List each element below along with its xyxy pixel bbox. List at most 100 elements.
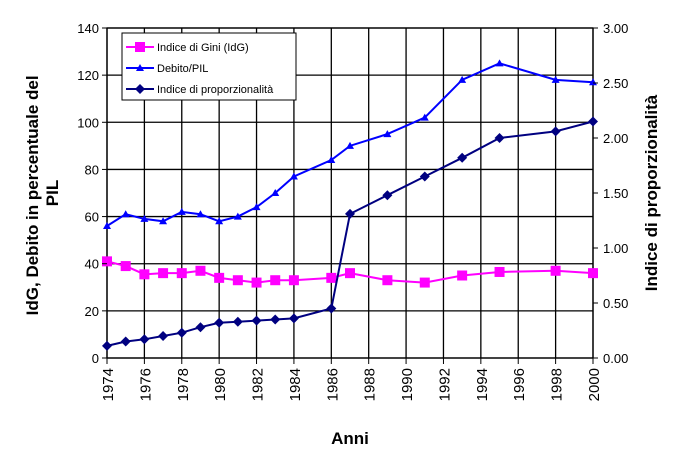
series-2 [102, 116, 598, 351]
legend-label: Debito/PIL [157, 63, 208, 75]
data-point [102, 340, 112, 351]
data-point [177, 207, 186, 215]
y-right-tick-label: 2.00 [603, 131, 628, 146]
legend-marker [135, 42, 145, 52]
x-tick-label: 1978 [175, 368, 192, 401]
data-point [120, 336, 131, 347]
x-tick-label: 1998 [549, 368, 566, 401]
data-point [176, 327, 187, 338]
y-axis-label: IdG, Debito in percentuale del PIL [23, 71, 62, 316]
data-point [120, 261, 131, 272]
y-tick-label: 120 [77, 68, 99, 83]
data-point [103, 222, 111, 229]
x-tick-label: 1980 [212, 368, 229, 401]
legend-label: Indice di Gini (IdG) [157, 42, 249, 54]
y-right-tick-label: 1.50 [603, 186, 628, 201]
data-point [326, 303, 337, 314]
data-point [550, 126, 561, 137]
data-point [232, 275, 243, 286]
data-point [270, 275, 281, 286]
data-point [158, 268, 169, 279]
series-1 [103, 59, 597, 229]
data-point [588, 268, 598, 279]
x-tick-label: 1992 [436, 368, 453, 401]
data-point [252, 203, 261, 211]
data-point [288, 313, 299, 324]
data-point [121, 210, 130, 218]
data-point [419, 277, 430, 288]
x-tick-label: 1984 [287, 368, 304, 401]
y-axis-label-line2: PIL [43, 180, 62, 206]
data-point [551, 75, 560, 83]
data-point [457, 270, 468, 281]
y-tick-label: 80 [85, 162, 99, 177]
y-tick-label: 20 [85, 304, 99, 319]
data-point [420, 113, 429, 121]
data-point [159, 217, 168, 225]
data-point [140, 214, 149, 222]
x-tick-label: 1990 [399, 368, 416, 401]
data-point [102, 256, 112, 267]
data-point [139, 334, 150, 345]
y-tick-label: 60 [85, 210, 99, 225]
x-axis-label: Anni [331, 429, 369, 448]
x-tick-label: 1986 [324, 368, 341, 401]
data-point [495, 59, 504, 67]
data-point [289, 172, 298, 180]
data-point [326, 272, 337, 283]
y-axis-right-label: Indice di proporzionalità [642, 94, 661, 291]
data-point [588, 116, 598, 127]
legend-label: Indice di proporzionalità [157, 84, 274, 96]
data-point [214, 272, 225, 283]
data-point [195, 322, 206, 333]
data-point [251, 315, 262, 326]
y-tick-label: 140 [77, 21, 99, 36]
data-point [457, 152, 468, 163]
data-point [158, 331, 169, 341]
y-right-tick-label: 0.50 [603, 296, 628, 311]
legend-marker [136, 64, 144, 71]
data-point [550, 265, 561, 276]
data-point [458, 75, 467, 83]
data-point [251, 277, 262, 288]
data-point [215, 217, 224, 225]
data-point [345, 208, 355, 219]
x-tick-label: 1996 [511, 368, 528, 401]
series-0 [102, 256, 598, 288]
x-tick-label: 1988 [362, 368, 379, 401]
data-point [382, 275, 393, 286]
legend: Indice di Gini (IdG) Debito/PIL Indice di … [121, 32, 297, 101]
data-point [139, 269, 150, 280]
y-right-tick-label: 1.00 [603, 241, 628, 256]
data-point [494, 266, 505, 277]
data-point [288, 275, 299, 286]
data-point [271, 189, 280, 196]
x-tick-label: 1994 [474, 368, 491, 401]
data-point [327, 156, 336, 163]
y-right-tick-label: 0.00 [603, 351, 628, 366]
data-point [214, 317, 225, 328]
data-point [382, 190, 393, 201]
data-point [232, 316, 243, 327]
y-tick-label: 100 [77, 115, 99, 130]
data-point [383, 130, 392, 138]
series-line [106, 120, 594, 347]
x-tick-label: 1982 [250, 368, 267, 401]
legend-marker [135, 84, 145, 94]
data-point [196, 210, 205, 218]
data-point [270, 314, 281, 325]
y-right-tick-label: 3.00 [603, 21, 628, 36]
data-point [233, 212, 242, 220]
y-tick-label: 40 [85, 257, 99, 272]
data-point [494, 133, 505, 143]
y-tick-label: 0 [92, 351, 99, 366]
x-tick-label: 1974 [100, 368, 117, 401]
data-point [345, 268, 355, 279]
y-axis-label-line1: IdG, Debito in percentuale del [23, 75, 42, 315]
data-point [176, 268, 187, 279]
data-point [346, 141, 354, 149]
x-tick-label: 1976 [137, 368, 154, 401]
y-right-tick-label: 2.50 [603, 76, 628, 91]
x-tick-label: 2000 [586, 368, 603, 401]
